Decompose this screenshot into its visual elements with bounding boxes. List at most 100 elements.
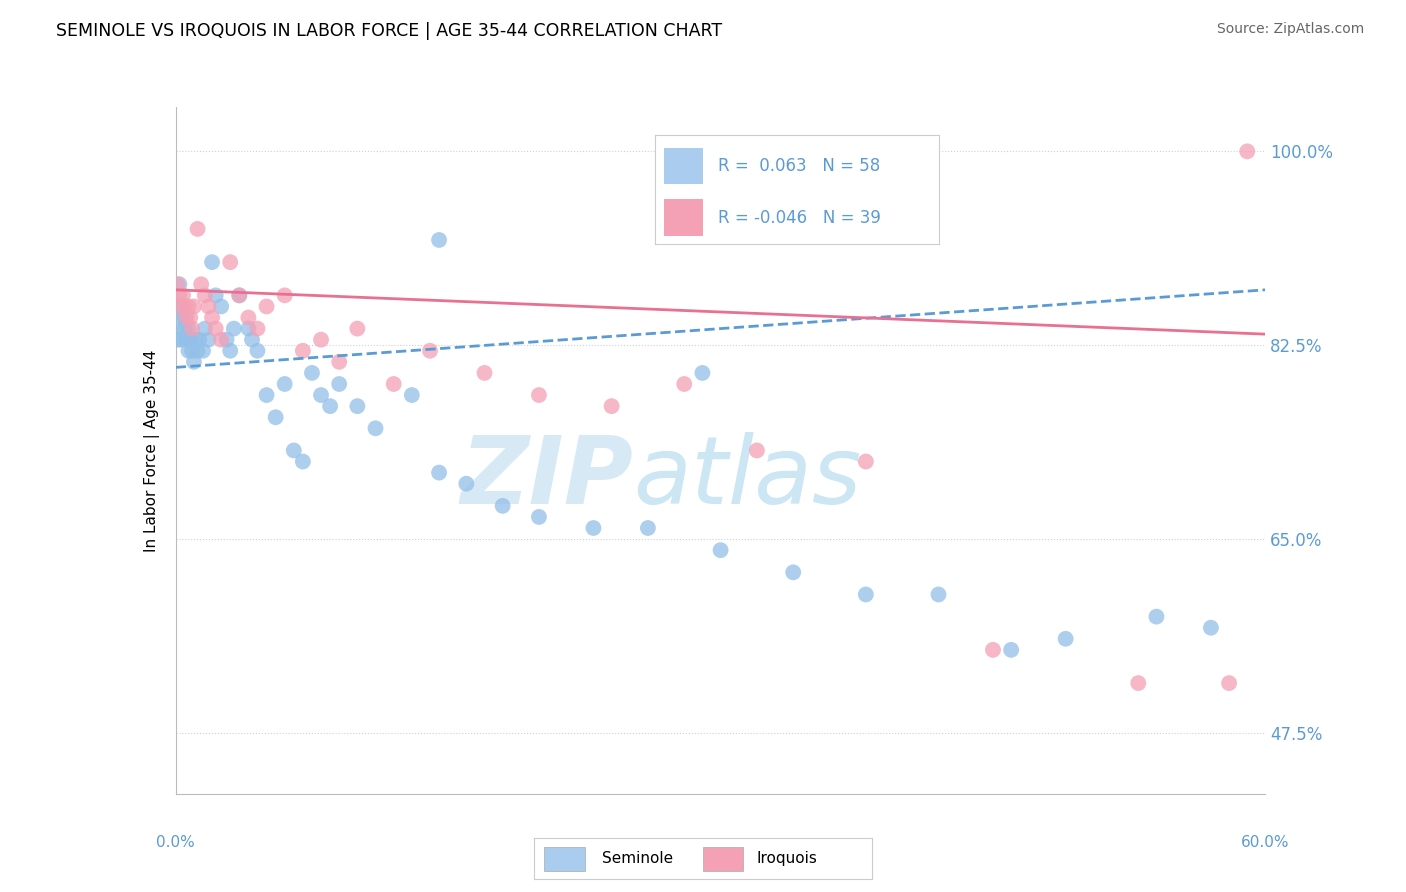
Point xyxy=(256,300,278,314)
Point xyxy=(219,255,242,269)
Point xyxy=(637,521,659,535)
Point xyxy=(201,255,224,269)
Point xyxy=(194,288,217,302)
Point xyxy=(492,499,515,513)
Point xyxy=(170,333,193,347)
Text: Source: ZipAtlas.com: Source: ZipAtlas.com xyxy=(1216,22,1364,37)
Text: R = -0.046   N = 39: R = -0.046 N = 39 xyxy=(717,209,880,227)
Point xyxy=(474,366,496,380)
Point xyxy=(177,321,200,335)
Point xyxy=(170,310,193,325)
Point xyxy=(172,321,194,335)
Y-axis label: In Labor Force | Age 35-44: In Labor Force | Age 35-44 xyxy=(143,350,160,551)
Point xyxy=(1128,676,1150,690)
Point xyxy=(346,321,368,335)
Bar xyxy=(544,847,585,871)
Point xyxy=(173,310,195,325)
Point xyxy=(166,333,188,347)
Point xyxy=(1000,643,1022,657)
Point xyxy=(215,333,238,347)
Point xyxy=(172,288,194,302)
Point xyxy=(166,277,188,292)
Point xyxy=(186,222,209,236)
Point xyxy=(427,466,450,480)
Point xyxy=(427,233,450,247)
Point xyxy=(309,388,332,402)
Text: R =  0.063   N = 58: R = 0.063 N = 58 xyxy=(717,157,880,176)
Point xyxy=(855,454,877,468)
Point xyxy=(170,300,193,314)
Point xyxy=(710,543,733,558)
Point xyxy=(169,300,191,314)
Point xyxy=(401,388,423,402)
Point xyxy=(692,366,714,380)
Point xyxy=(291,454,314,468)
Point xyxy=(191,343,214,358)
Point xyxy=(283,443,305,458)
Point xyxy=(222,321,245,335)
Point xyxy=(188,333,211,347)
Point xyxy=(1199,621,1222,635)
Point xyxy=(238,321,260,335)
Point xyxy=(246,343,269,358)
Point xyxy=(169,288,191,302)
Point xyxy=(184,333,207,347)
Point xyxy=(364,421,387,435)
Point xyxy=(309,333,332,347)
Point xyxy=(194,321,217,335)
Point xyxy=(179,333,201,347)
Point xyxy=(782,566,804,580)
Point xyxy=(673,376,696,391)
Point xyxy=(201,310,224,325)
Point xyxy=(209,333,232,347)
Point xyxy=(204,288,226,302)
Point xyxy=(228,288,250,302)
Point xyxy=(209,300,232,314)
Point xyxy=(328,376,350,391)
Text: Iroquois: Iroquois xyxy=(756,851,818,866)
Point xyxy=(181,343,204,358)
Point xyxy=(928,587,950,601)
Point xyxy=(228,288,250,302)
Point xyxy=(1146,609,1168,624)
Point xyxy=(301,366,323,380)
Point xyxy=(346,399,368,413)
Point xyxy=(240,333,263,347)
Point xyxy=(238,310,260,325)
Point xyxy=(456,476,478,491)
Point xyxy=(291,343,314,358)
Point xyxy=(745,443,768,458)
Point xyxy=(176,333,198,347)
Point xyxy=(183,300,205,314)
Point xyxy=(600,399,623,413)
Point xyxy=(274,288,297,302)
Text: 0.0%: 0.0% xyxy=(156,835,195,850)
Point xyxy=(186,343,209,358)
Point xyxy=(264,410,287,425)
Point xyxy=(173,300,195,314)
Point xyxy=(1218,676,1240,690)
Point xyxy=(179,310,201,325)
Text: 60.0%: 60.0% xyxy=(1241,835,1289,850)
Bar xyxy=(664,199,703,235)
Point xyxy=(855,587,877,601)
Text: atlas: atlas xyxy=(633,433,862,524)
Point xyxy=(204,321,226,335)
Point xyxy=(173,321,195,335)
Point xyxy=(328,355,350,369)
Text: ZIP: ZIP xyxy=(461,432,633,524)
Point xyxy=(319,399,342,413)
Point xyxy=(981,643,1004,657)
Point xyxy=(219,343,242,358)
Bar xyxy=(664,148,703,184)
Text: Seminole: Seminole xyxy=(602,851,673,866)
Text: SEMINOLE VS IROQUOIS IN LABOR FORCE | AGE 35-44 CORRELATION CHART: SEMINOLE VS IROQUOIS IN LABOR FORCE | AG… xyxy=(56,22,723,40)
Point xyxy=(256,388,278,402)
Point xyxy=(197,333,219,347)
Point xyxy=(176,310,198,325)
Point xyxy=(177,343,200,358)
Point xyxy=(181,321,204,335)
Point xyxy=(177,300,200,314)
Point xyxy=(197,300,219,314)
Bar xyxy=(703,847,744,871)
